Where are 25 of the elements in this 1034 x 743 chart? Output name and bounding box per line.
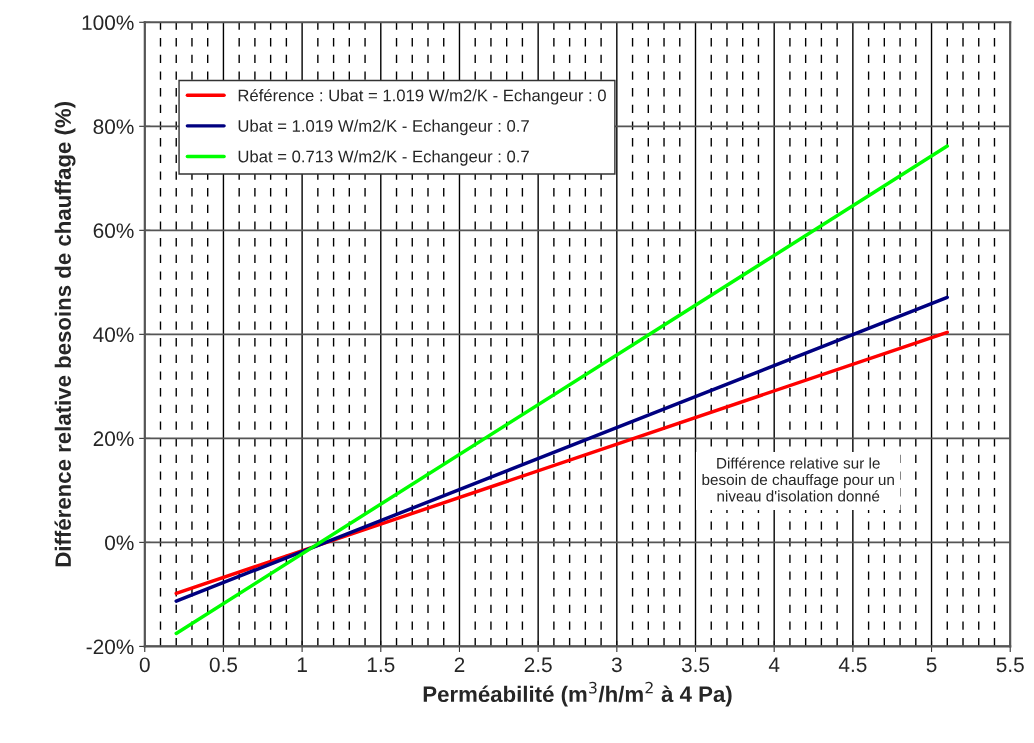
x-tick-label: 3 [611,657,622,673]
y-axis-title: Différence relative besoins de chauffage (%) [54,102,76,567]
y-tick-label: 80% [93,119,134,135]
x-tick-label: 4 [768,657,780,672]
x-tick-label: 4.5 [838,657,867,673]
y-tick-label: -20% [86,639,134,655]
y-tick-label: 100% [82,15,134,31]
x-tick-label: 1 [297,657,307,672]
x-axis-title: Perméabilité (m$^{3}$/h/m$^{2}$ à 4 Pa) [423,681,732,707]
y-tick-label: 40% [93,327,134,343]
y-tick-label: 60% [93,223,134,239]
x-tick-label: 5.5 [996,657,1024,673]
x-tick-label: 1.5 [367,657,395,673]
x-tick-label: 5 [926,657,937,673]
x-tick-label: 0 [139,657,150,673]
legend-label: Référence : Ubat = 1.019 W/m2/K - Echangeur : 0 [238,88,606,105]
y-tick-label: 0% [105,535,134,551]
x-tick-label: 0.5 [209,657,238,673]
x-tick-label: 2 [454,657,465,672]
y-tick-label: 20% [93,431,134,447]
legend-label: Ubat = 0.713 W/m2/K - Echangeur : 0.7 [238,150,529,166]
legend-label: Ubat = 1.019 W/m2/K - Echangeur : 0.7 [238,119,529,136]
annotation: Différence relative sur le besoin de chauffage pour un niveau d'isolation donné [702,457,894,502]
x-tick-label: 2.5 [524,657,552,673]
x-tick-label: 3.5 [681,657,710,673]
